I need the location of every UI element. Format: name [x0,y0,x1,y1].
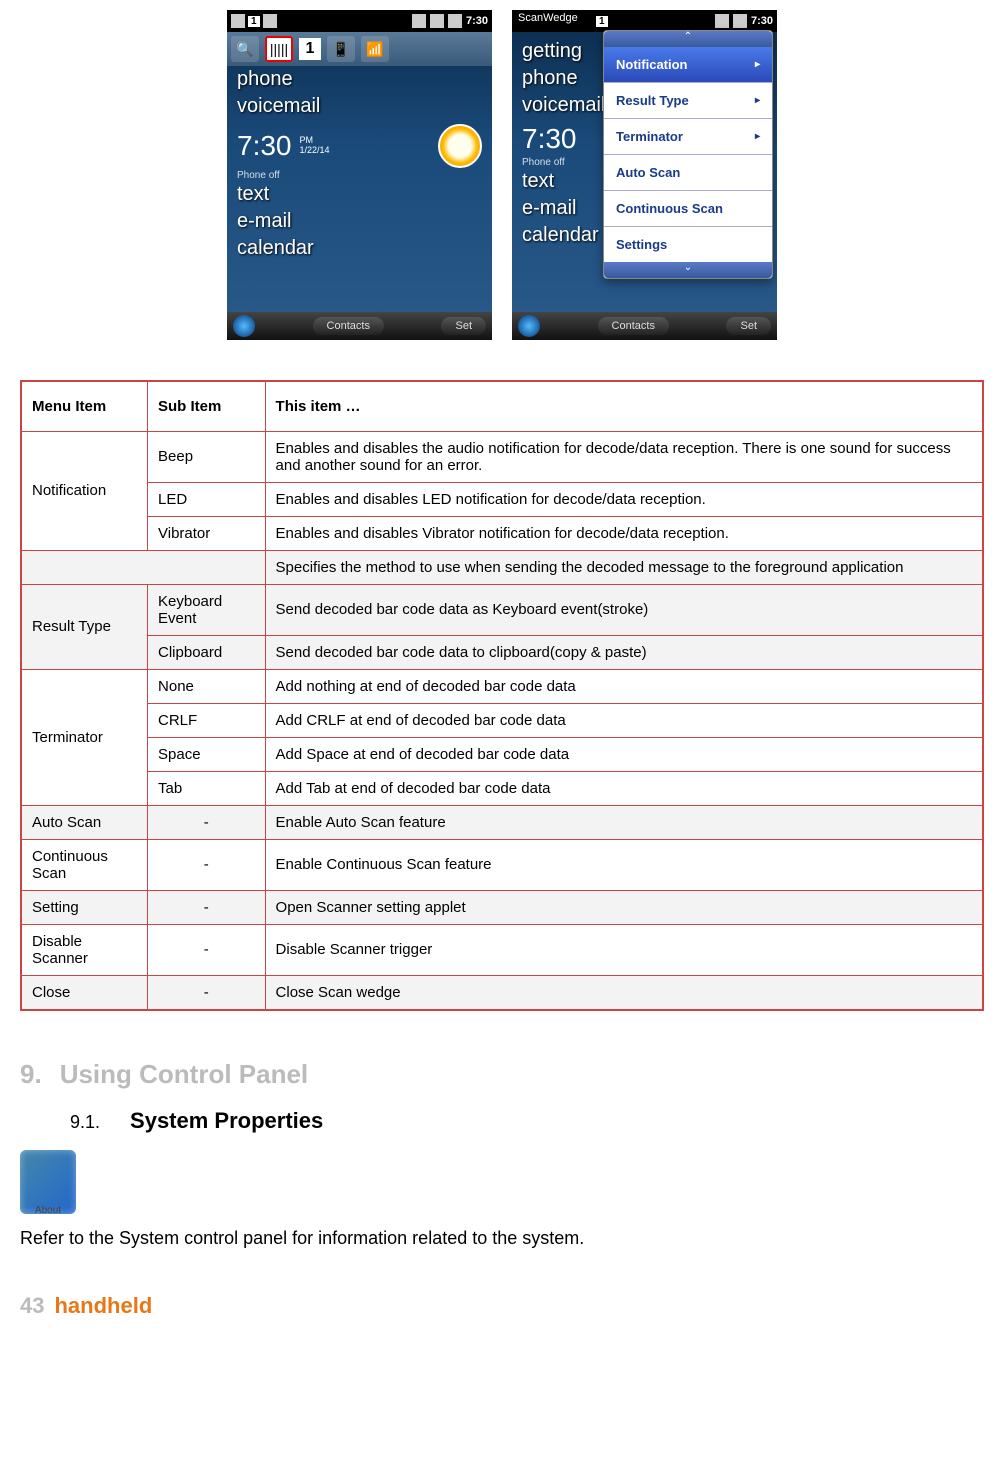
table-cell: Send decoded bar code data to clipboard(… [265,635,983,669]
col-sub: Sub Item [148,381,266,431]
table-cell: Keyboard Event [148,584,266,635]
soft-bar: Contacts Set [512,312,777,340]
dropdown-item: Terminator▸ [604,119,772,155]
table-cell: Open Scanner setting applet [265,890,983,924]
table-cell: Enables and disables LED notification fo… [265,482,983,516]
table-cell: Disable Scanner [21,924,148,975]
home-item: voicemail [227,93,492,120]
page-footer: 43 handheld [0,1263,1004,1329]
dropdown-item: Continuous Scan [604,191,772,227]
chevron-up-icon: ⌃ [604,31,772,47]
col-menu: Menu Item [21,381,148,431]
table-cell: Clipboard [148,635,266,669]
table-cell: CRLF [148,703,266,737]
zoom-icon: 🔍 [231,36,259,62]
table-cell: Enables and disables the audio notificat… [265,431,983,482]
table-cell: Close [21,975,148,1010]
status-bar: 1 7:30 [227,10,492,32]
section-number: 9. [20,1059,42,1090]
soft-right: Set [441,317,486,335]
screenshots-row: 1 7:30 🔍 ||||| 1 📱 📶 phone voicemail 7:3… [0,0,1004,360]
table-cell: Terminator [21,669,148,805]
table-cell: Add CRLF at end of decoded bar code data [265,703,983,737]
signal-icon: 📶 [361,36,389,62]
table-cell: Result Type [21,584,148,669]
table-cell: Send decoded bar code data as Keyboard e… [265,584,983,635]
section-title: Using Control Panel [60,1059,308,1090]
dropdown-item: Auto Scan [604,155,772,191]
about-icon [20,1150,76,1214]
table-cell: Setting [21,890,148,924]
table-cell: Continuous Scan [21,839,148,890]
windows-icon [233,315,255,337]
phone-scanwedge-screenshot: ScanWedge 1 7:30 getting phone voicemail… [512,10,777,340]
table-cell: Enable Continuous Scan feature [265,839,983,890]
home-item: text [227,181,492,208]
table-cell: Add nothing at end of decoded bar code d… [265,669,983,703]
table-cell: Beep [148,431,266,482]
clock-time: 7:30 [237,130,292,162]
table-cell: Disable Scanner trigger [265,924,983,975]
page-number: 43 [20,1293,44,1319]
dropdown-item: Settings [604,227,772,262]
table-cell: - [148,839,266,890]
chevron-down-icon: ⌄ [604,262,772,278]
scanwedge-title: ScanWedge [512,10,584,26]
soft-bar: Contacts Set [227,312,492,340]
home-item: e-mail [227,208,492,235]
barcode-icon: ||||| [265,36,293,62]
table-cell: Enable Auto Scan feature [265,805,983,839]
dropdown-item: Result Type▸ [604,83,772,119]
status-time: 7:30 [466,15,488,27]
soft-left: Contacts [313,317,384,335]
table-cell: Auto Scan [21,805,148,839]
table-cell: - [148,890,266,924]
subsection-title: System Properties [130,1108,323,1134]
home-item: phone [227,66,492,93]
table-cell: Enables and disables Vibrator notificati… [265,516,983,550]
section-9: 9. Using Control Panel 9.1. System Prope… [0,1031,1004,1144]
phone-home-screenshot: 1 7:30 🔍 ||||| 1 📱 📶 phone voicemail 7:3… [227,10,492,340]
col-desc: This item … [265,381,983,431]
table-cell: LED [148,482,266,516]
table-cell: Specifies the method to use when sending… [265,550,983,584]
phone-off-label: Phone off [227,170,492,181]
body-text: Refer to the System control panel for in… [0,1214,1004,1263]
dropdown-item: Notification▸ [604,47,772,83]
toolbar: 🔍 ||||| 1 📱 📶 [227,32,492,66]
brand-label: handheld [54,1293,152,1319]
table-cell: - [148,975,266,1010]
scanwedge-dropdown: ⌃ Notification▸Result Type▸Terminator▸Au… [603,30,773,279]
clock-icon [438,124,482,168]
windows-icon [518,315,540,337]
home-item: calendar [227,235,492,262]
table-cell: Close Scan wedge [265,975,983,1010]
menu-table: Menu Item Sub Item This item … Notificat… [20,380,984,1011]
table-cell: Tab [148,771,266,805]
toolbar-badge: 1 [299,38,321,60]
clock-row: 7:30 PM1/22/14 [227,120,492,172]
table-cell: None [148,669,266,703]
table-cell: Add Tab at end of decoded bar code data [265,771,983,805]
subsection-number: 9.1. [70,1112,100,1133]
table-cell: - [148,805,266,839]
table-cell: Notification [21,431,148,550]
table-cell: Space [148,737,266,771]
table-cell: Add Space at end of decoded bar code dat… [265,737,983,771]
table-cell: Vibrator [148,516,266,550]
device-icon: 📱 [327,36,355,62]
table-cell: - [148,924,266,975]
